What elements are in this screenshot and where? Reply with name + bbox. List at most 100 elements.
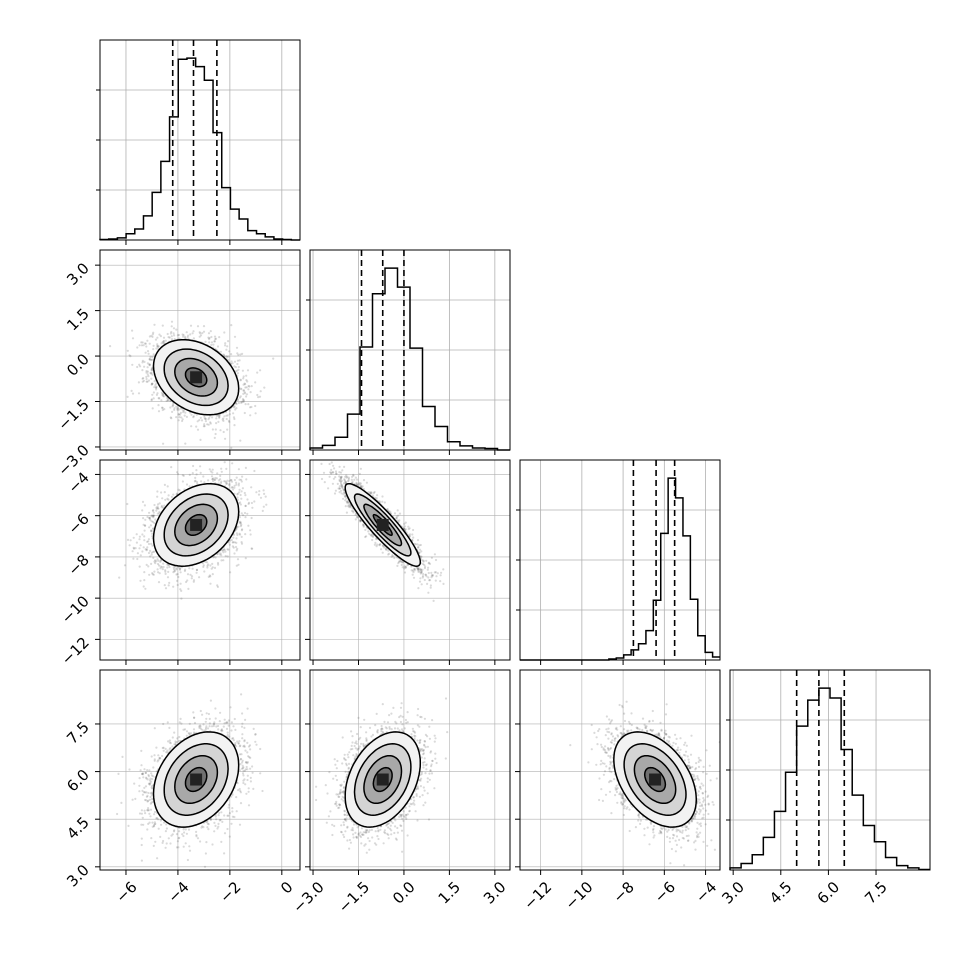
scatter-point [167,336,170,339]
scatter-point [157,404,160,407]
scatter-point [178,416,181,419]
scatter-point [207,332,211,335]
scatter-point [161,394,164,397]
scatter-point [238,533,242,536]
scatter-point [148,517,151,520]
scatter-point [131,363,134,366]
scatter-point [243,511,247,515]
scatter-point [233,365,236,368]
scatter-point [200,419,204,422]
scatter-point [166,566,169,569]
scatter-point [151,333,154,336]
scatter-point [217,415,220,418]
scatter-point [156,495,159,498]
scatter-point [240,401,243,404]
scatter-point [162,340,165,343]
scatter-point [181,418,184,421]
scatter-point [237,368,240,371]
scatter-point [232,412,235,415]
contour-line [184,367,208,388]
scatter-point [163,491,166,494]
scatter-point [148,364,151,367]
scatter-point [211,471,214,474]
scatter-point [228,350,231,353]
scatter-point [175,573,178,576]
scatter-point [210,343,213,346]
scatter-point [248,385,251,388]
scatter-point [151,544,154,547]
scatter-point [239,353,242,356]
scatter-point [220,554,223,557]
scatter-point [241,352,244,355]
scatter-point [187,587,190,591]
scatter-point [249,391,252,394]
scatter-point [181,419,184,423]
scatter-point [250,501,253,505]
scatter-point [240,480,243,483]
scatter-point [204,420,207,423]
scatter-point [151,373,154,376]
scatter-point [230,486,233,489]
scatter-point [259,496,263,499]
scatter-point [246,369,250,372]
scatter-point [235,346,239,349]
scatter-point [153,380,156,383]
scatter-point [170,417,173,420]
scatter-point [231,486,234,489]
scatter-point [131,392,135,395]
scatter-point [149,518,152,521]
scatter-point [150,399,153,402]
scatter-point [223,548,226,552]
scatter-point [204,560,207,564]
scatter-point [156,336,159,339]
hist-panel-1 [306,249,511,455]
scatter-point [241,398,245,401]
scatter-point [131,329,134,332]
scatter-point [163,342,166,345]
scatter-point [148,516,151,519]
scatter-point [152,331,155,334]
scatter-point [148,358,151,361]
scatter-point [172,493,175,496]
scatter-point [154,338,158,341]
scatter-point [227,355,230,358]
scatter-point [220,467,223,470]
scatter-point [199,332,202,335]
scatter-point [207,336,210,339]
scatter-point [143,365,146,368]
scatter-point [136,365,139,369]
scatter-point [256,393,259,397]
scatter-point [173,407,176,410]
scatter-point [213,436,216,439]
scatter-point [162,339,165,343]
scatter-point [239,378,242,381]
scatter-point [151,572,154,575]
scatter-point [163,408,166,411]
scatter-point [177,333,181,337]
scatter-point [150,529,153,533]
scatter-point [238,516,241,519]
scatter-point [243,382,246,385]
scatter-point [231,541,234,544]
scatter-point [242,400,246,403]
scatter-point [238,521,241,524]
scatter-point [228,413,231,416]
scatter-point [151,573,154,576]
scatter-point [160,391,163,394]
scatter-point [243,491,246,495]
scatter-point [199,438,202,441]
scatter-point [151,509,154,512]
scatter-point [186,336,189,339]
scatter-point [202,565,205,569]
scatter-point [202,325,206,328]
scatter-point [151,393,154,396]
scatter-point [181,409,184,412]
scatter-point [239,520,242,523]
scatter-point [160,342,163,345]
scatter-point [136,557,139,561]
scatter-point [247,502,250,505]
scatter-point [215,414,218,417]
scatter-point [150,551,153,554]
scatter-point [239,521,242,525]
scatter-point [209,564,212,567]
